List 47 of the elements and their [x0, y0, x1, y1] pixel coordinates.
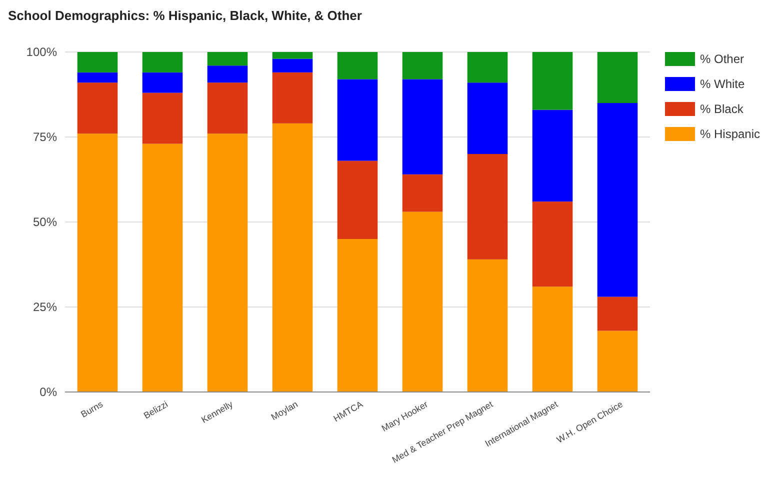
- bar: [532, 286, 573, 392]
- bar: [597, 330, 638, 392]
- legend-label: % Other: [700, 52, 744, 66]
- legend-label: % White: [700, 77, 746, 92]
- legend-label: % Hispanic: [700, 127, 760, 142]
- bar: [337, 160, 378, 239]
- bar: [207, 134, 248, 392]
- bar: [77, 82, 118, 134]
- bar: [142, 52, 183, 72]
- bar: [142, 144, 183, 392]
- bar: [77, 134, 118, 392]
- bar: [272, 52, 313, 59]
- bar: [337, 52, 378, 80]
- bar: [207, 52, 248, 66]
- bar: [272, 123, 313, 392]
- chart-title: School Demographics: % Hispanic, Black, White, & Other: [8, 8, 362, 23]
- bar: [337, 239, 378, 392]
- y-tick-label: 100%: [26, 45, 58, 60]
- x-tick-label: Burns: [79, 398, 105, 420]
- bar: [597, 103, 638, 297]
- bar: [77, 72, 118, 83]
- bar: [597, 52, 638, 103]
- bar: [402, 212, 443, 392]
- bar: [337, 79, 378, 161]
- bar: [142, 92, 183, 144]
- bar: [467, 154, 508, 260]
- legend-label: % Black: [700, 102, 744, 116]
- bar: [467, 82, 508, 154]
- bar: [532, 202, 573, 287]
- bar: [402, 52, 443, 80]
- bar: [532, 110, 573, 202]
- y-tick-label: 0%: [40, 385, 58, 400]
- bar: [272, 72, 313, 124]
- bar: [532, 52, 573, 110]
- y-tick-label: 25%: [32, 300, 58, 314]
- y-tick-label: 75%: [32, 130, 58, 144]
- bar: [142, 72, 183, 93]
- bar: [272, 58, 313, 72]
- bar: [467, 259, 508, 392]
- bar: [207, 82, 248, 134]
- bar: [402, 79, 443, 174]
- y-tick-label: 50%: [32, 215, 58, 230]
- bar: [207, 66, 248, 83]
- bar: [597, 296, 638, 331]
- bar: [467, 52, 508, 83]
- bar: [402, 174, 443, 212]
- bar: [77, 52, 118, 72]
